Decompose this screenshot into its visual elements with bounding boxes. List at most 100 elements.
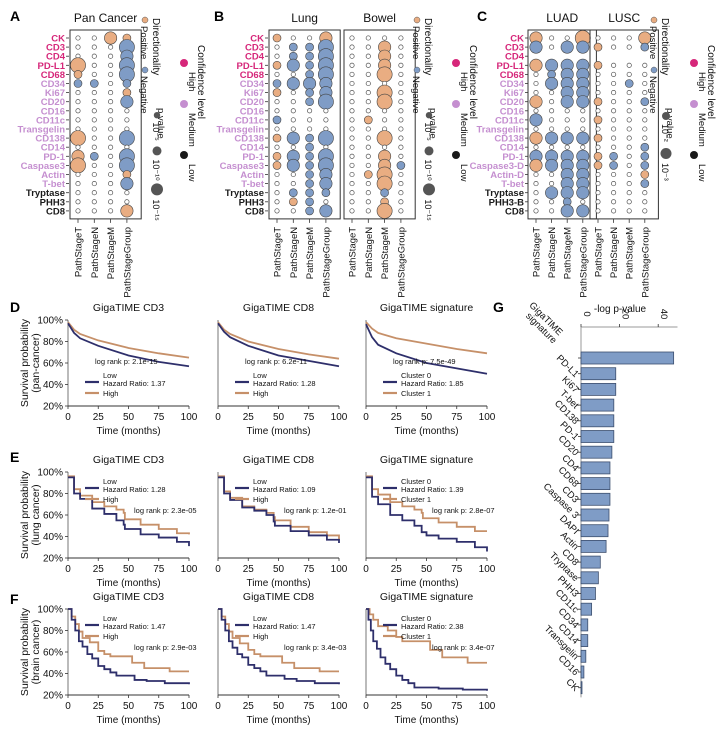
km-curve-low — [218, 476, 340, 543]
km-title: GigaTIME CD8 — [243, 591, 314, 603]
bar — [580, 382, 617, 396]
bubble — [576, 131, 590, 145]
grid-title: LUSC — [608, 11, 640, 25]
bubble — [73, 70, 83, 79]
bubble — [91, 117, 97, 123]
bubble — [398, 117, 404, 123]
marker-label: CD3 — [505, 43, 524, 54]
pvalue-swatch — [152, 146, 162, 156]
km-curve-low — [67, 322, 190, 368]
bubble — [642, 108, 648, 114]
bubble — [365, 135, 371, 141]
km-title: GigaTIME CD3 — [93, 302, 164, 314]
legend-low: Low — [458, 164, 469, 182]
bar — [580, 351, 675, 365]
y-axis-label-line2: (brain cancer) — [30, 620, 42, 685]
bubble — [640, 142, 650, 152]
bubble — [365, 80, 371, 87]
bubble — [272, 33, 282, 43]
y-tick-label: 80% — [43, 489, 63, 500]
bubble — [365, 53, 371, 59]
negative-swatch — [650, 66, 658, 74]
marker-label: Caspase3 — [21, 161, 65, 172]
bubble — [580, 108, 586, 114]
legend-positive: Positive — [138, 26, 149, 59]
column-label: PathStageGroup — [640, 227, 651, 298]
y-tick-label: 20% — [43, 402, 63, 413]
bubble — [124, 190, 130, 196]
bubble — [533, 199, 539, 205]
high-swatch — [690, 59, 698, 67]
bubble — [640, 42, 650, 52]
km-curve-high — [217, 321, 340, 360]
legend-pvalue-title: p value — [155, 108, 166, 139]
bubble — [70, 157, 86, 174]
bubble — [626, 62, 632, 68]
column-label: PathStageN — [90, 227, 101, 278]
bubble — [549, 171, 555, 178]
bar — [580, 587, 596, 600]
logrank-p: log rank p: 2.9e-03 — [134, 643, 197, 652]
marker-label: CD4 — [245, 52, 265, 63]
bubble — [349, 135, 355, 141]
marker-label: CD3 — [46, 43, 65, 54]
bubble — [533, 171, 539, 178]
x-axis-label: Time (months) — [394, 426, 458, 437]
legend-directionality-title: Directionality — [659, 18, 670, 75]
bubble — [274, 53, 280, 59]
bubble — [288, 42, 298, 52]
bubble — [75, 199, 81, 205]
x-tick-label: 100 — [181, 701, 198, 712]
bubble — [75, 171, 81, 178]
bubble — [363, 170, 373, 179]
bubble — [595, 35, 601, 41]
marker-label: CD3 — [245, 43, 264, 54]
bubble — [564, 144, 570, 150]
bubble — [533, 71, 539, 77]
bubble — [376, 202, 393, 219]
hazard-ratio: Hazard Ratio: 1.09 — [253, 485, 316, 494]
bubble — [626, 117, 632, 123]
bubble — [108, 153, 114, 159]
bubble — [560, 131, 574, 145]
x-tick-label: 25 — [391, 564, 403, 575]
bubble — [349, 171, 355, 178]
bubble — [108, 135, 114, 141]
legend-low-label: Low — [103, 477, 117, 486]
marker-label: CD14 — [41, 143, 66, 154]
bubble — [593, 97, 603, 106]
panel-label-c: C — [477, 8, 487, 24]
bubble — [611, 99, 617, 105]
bubble — [108, 53, 114, 59]
column-label: PathStageGroup — [321, 227, 332, 298]
marker-label: CD34 — [41, 79, 66, 90]
marker-label: CD20 — [240, 97, 264, 108]
x-tick-label: 50 — [421, 412, 433, 423]
legend-low-label: Low — [253, 477, 267, 486]
bubble — [91, 53, 97, 59]
grid-title: Lung — [291, 11, 318, 25]
marker-label: CD16 — [500, 106, 524, 117]
grid-title: LUAD — [546, 11, 578, 25]
bubble — [576, 95, 590, 109]
km-title: GigaTIME CD3 — [93, 454, 164, 466]
bubble — [290, 144, 296, 150]
bubble — [108, 90, 114, 96]
bubble — [305, 152, 314, 161]
column-label: PathStageN — [364, 227, 375, 278]
x-tick-label: 40 — [658, 309, 669, 320]
legend-confidence-title: Confidence level — [467, 45, 478, 119]
bubble — [549, 144, 555, 150]
bar — [580, 555, 601, 569]
bubble — [307, 126, 313, 132]
logrank-p: log rank p: 7.5e-49 — [393, 357, 456, 366]
bubble — [576, 204, 590, 218]
km-plot-f-0: GigaTIME CD3 0 25 50 75 100 Time (months) 20% 40… — [19, 591, 198, 726]
bubble — [272, 115, 282, 125]
bubble — [108, 80, 114, 87]
bubble — [382, 117, 388, 123]
marker-label: PD-L1 — [497, 61, 525, 72]
bubble — [640, 170, 650, 179]
bubble — [595, 181, 601, 187]
